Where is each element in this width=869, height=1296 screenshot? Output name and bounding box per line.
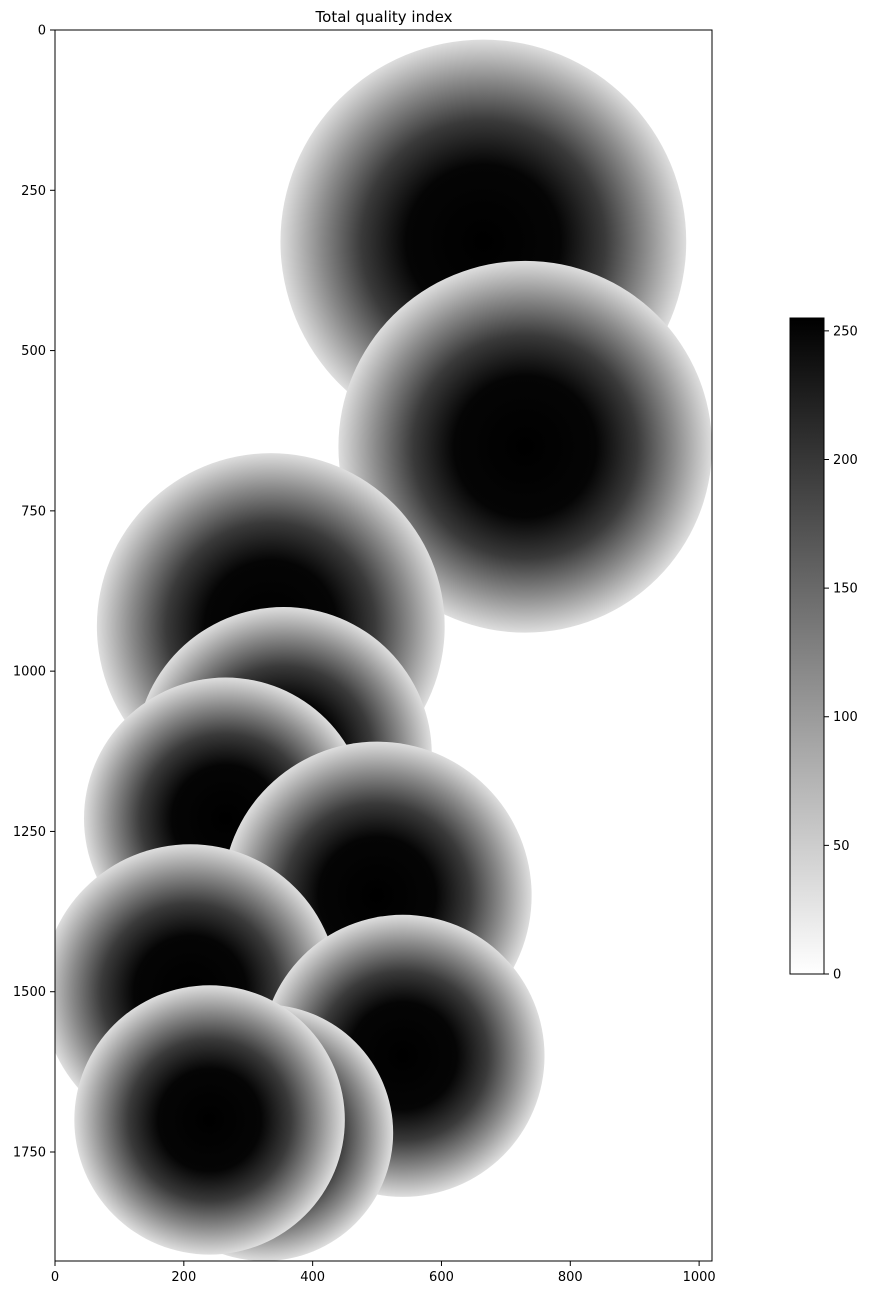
colorbar-ticks: 0 50 100 150 200 250: [824, 324, 858, 983]
x-tick-label: 200: [171, 1270, 196, 1285]
colorbar-tick-label: 50: [833, 839, 850, 854]
y-axis: 0 250 500 750 1000 1250 1500 1750: [13, 24, 55, 1161]
x-tick-label: 800: [558, 1270, 583, 1285]
colorbar-tick-label: 250: [833, 324, 858, 339]
colorbar-tick-label: 0: [833, 968, 841, 983]
quality-image: [55, 39, 712, 1261]
axes-frame: [54, 29, 713, 1262]
x-tick-label: 1000: [683, 1270, 716, 1285]
radar-footprint-2: [338, 260, 712, 633]
colorbar-tick-label: 150: [833, 582, 858, 597]
x-tick-label: 400: [300, 1270, 325, 1285]
y-tick-label: 250: [21, 184, 46, 199]
y-tick-label: 750: [21, 504, 46, 519]
y-tick-label: 500: [21, 344, 46, 359]
x-tick-label: 600: [429, 1270, 454, 1285]
y-tick-label: 1750: [13, 1146, 46, 1161]
colorbar-gradient: [789, 317, 825, 975]
x-axis: 0 200 400 600 800 1000: [51, 1261, 716, 1285]
plot-area: 0 200 400 600 800 1000 0 250 500 750 1000 1250 1500…: [13, 24, 716, 1286]
chart-title: Total quality index: [315, 8, 453, 26]
colorbar-tick-label: 200: [833, 453, 858, 468]
x-tick-label: 0: [51, 1270, 59, 1285]
colorbar: 0 50 100 150 200 250: [789, 317, 858, 983]
y-tick-label: 1000: [13, 665, 46, 680]
y-tick-label: 1500: [13, 985, 46, 1000]
colorbar-tick-label: 100: [833, 710, 858, 725]
y-tick-label: 0: [38, 24, 46, 39]
radar-footprint-10: [74, 985, 345, 1255]
y-tick-label: 1250: [13, 825, 46, 840]
